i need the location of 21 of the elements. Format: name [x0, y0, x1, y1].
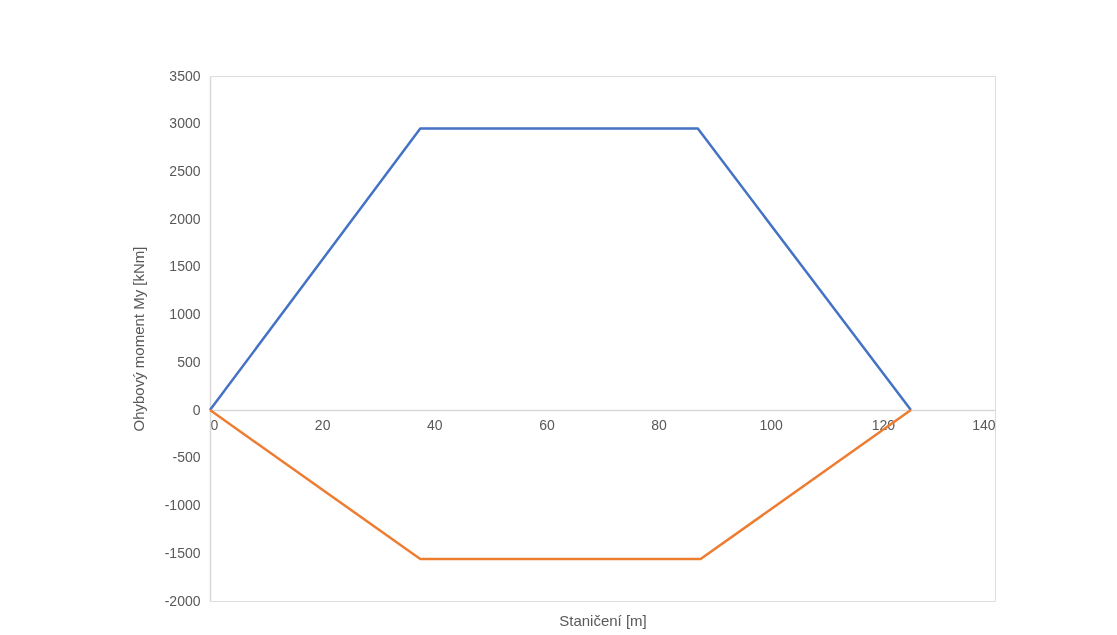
x-tick-label: 80 — [651, 416, 668, 433]
x-tick-label: 20 — [314, 416, 331, 433]
y-tick-label: -1000 — [164, 497, 201, 514]
y-tick-label: 1000 — [169, 306, 201, 323]
y-tick-label: 2500 — [169, 162, 201, 179]
x-tick-label: 100 — [759, 416, 784, 433]
x-tick-label: 40 — [427, 416, 443, 433]
y-tick-label: 3500 — [169, 67, 201, 84]
y-tick-label: -1500 — [164, 544, 201, 561]
y-tick-label: 0 — [192, 401, 201, 418]
y-tick-label: 1500 — [169, 258, 201, 275]
y-tick-label: 500 — [177, 353, 201, 370]
y-axis-title: Ohybový moment My [kNm] — [129, 246, 147, 432]
x-tick-label: 60 — [539, 416, 555, 433]
x-axis-title: Staničení [m] — [559, 611, 647, 629]
y-tick-label: -500 — [172, 449, 201, 466]
y-tick-label: 3000 — [169, 115, 201, 132]
x-tick-label: 140 — [972, 416, 996, 433]
y-tick-label: 2000 — [169, 210, 201, 227]
y-tick-label: -2000 — [164, 592, 201, 609]
x-tick-label: 0 — [210, 416, 219, 433]
